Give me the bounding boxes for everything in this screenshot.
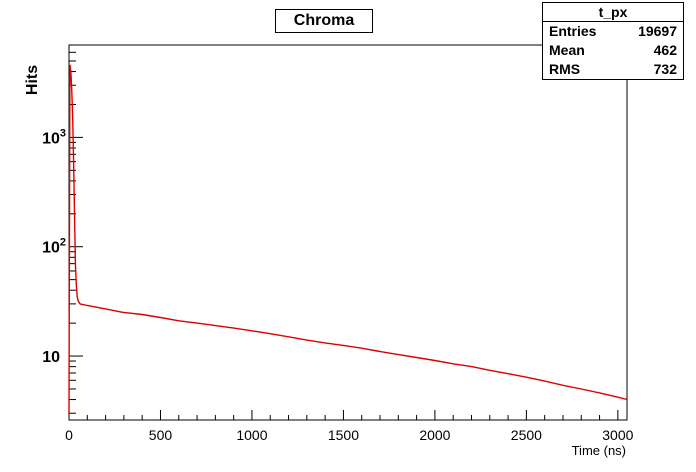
x-tick-label: 1500	[328, 427, 359, 443]
x-axis-ticks: 0 500 1000 1500 2000 2500 3000	[65, 410, 634, 443]
stats-title: t_px	[543, 3, 683, 22]
x-tick-label: 2500	[511, 427, 542, 443]
x-tick-label: 2000	[419, 427, 450, 443]
y-tick-label: 10	[42, 349, 60, 366]
stats-box: t_px Entries 19697 Mean 462 RMS 732	[542, 2, 684, 80]
series-group	[68, 64, 628, 414]
stats-row-rms: RMS 732	[543, 60, 683, 79]
stats-value: 19697	[638, 23, 677, 39]
x-tick-label: 3000	[602, 427, 633, 443]
x-tick-label: 500	[149, 427, 173, 443]
x-tick-label: 0	[65, 427, 73, 443]
stats-label: RMS	[549, 61, 581, 77]
y-tick-label: 103	[42, 127, 66, 147]
y-axis-ticks: 10 102 103	[42, 44, 83, 414]
stats-label: Mean	[549, 42, 585, 58]
x-tick-label: 1000	[236, 427, 267, 443]
y-tick-label: 102	[42, 237, 66, 257]
series-line	[68, 64, 628, 414]
chart-title: Chroma	[293, 12, 355, 29]
stats-row-mean: Mean 462	[543, 41, 683, 60]
x-axis-label: Time (ns)	[572, 443, 626, 458]
y-axis-label: Hits	[24, 65, 41, 95]
frame	[68, 44, 628, 421]
stats-value: 732	[653, 61, 677, 77]
stats-label: Entries	[549, 23, 597, 39]
chart-title-box: Chroma	[275, 9, 373, 33]
stats-value: 462	[653, 42, 677, 58]
stats-row-entries: Entries 19697	[543, 22, 683, 41]
